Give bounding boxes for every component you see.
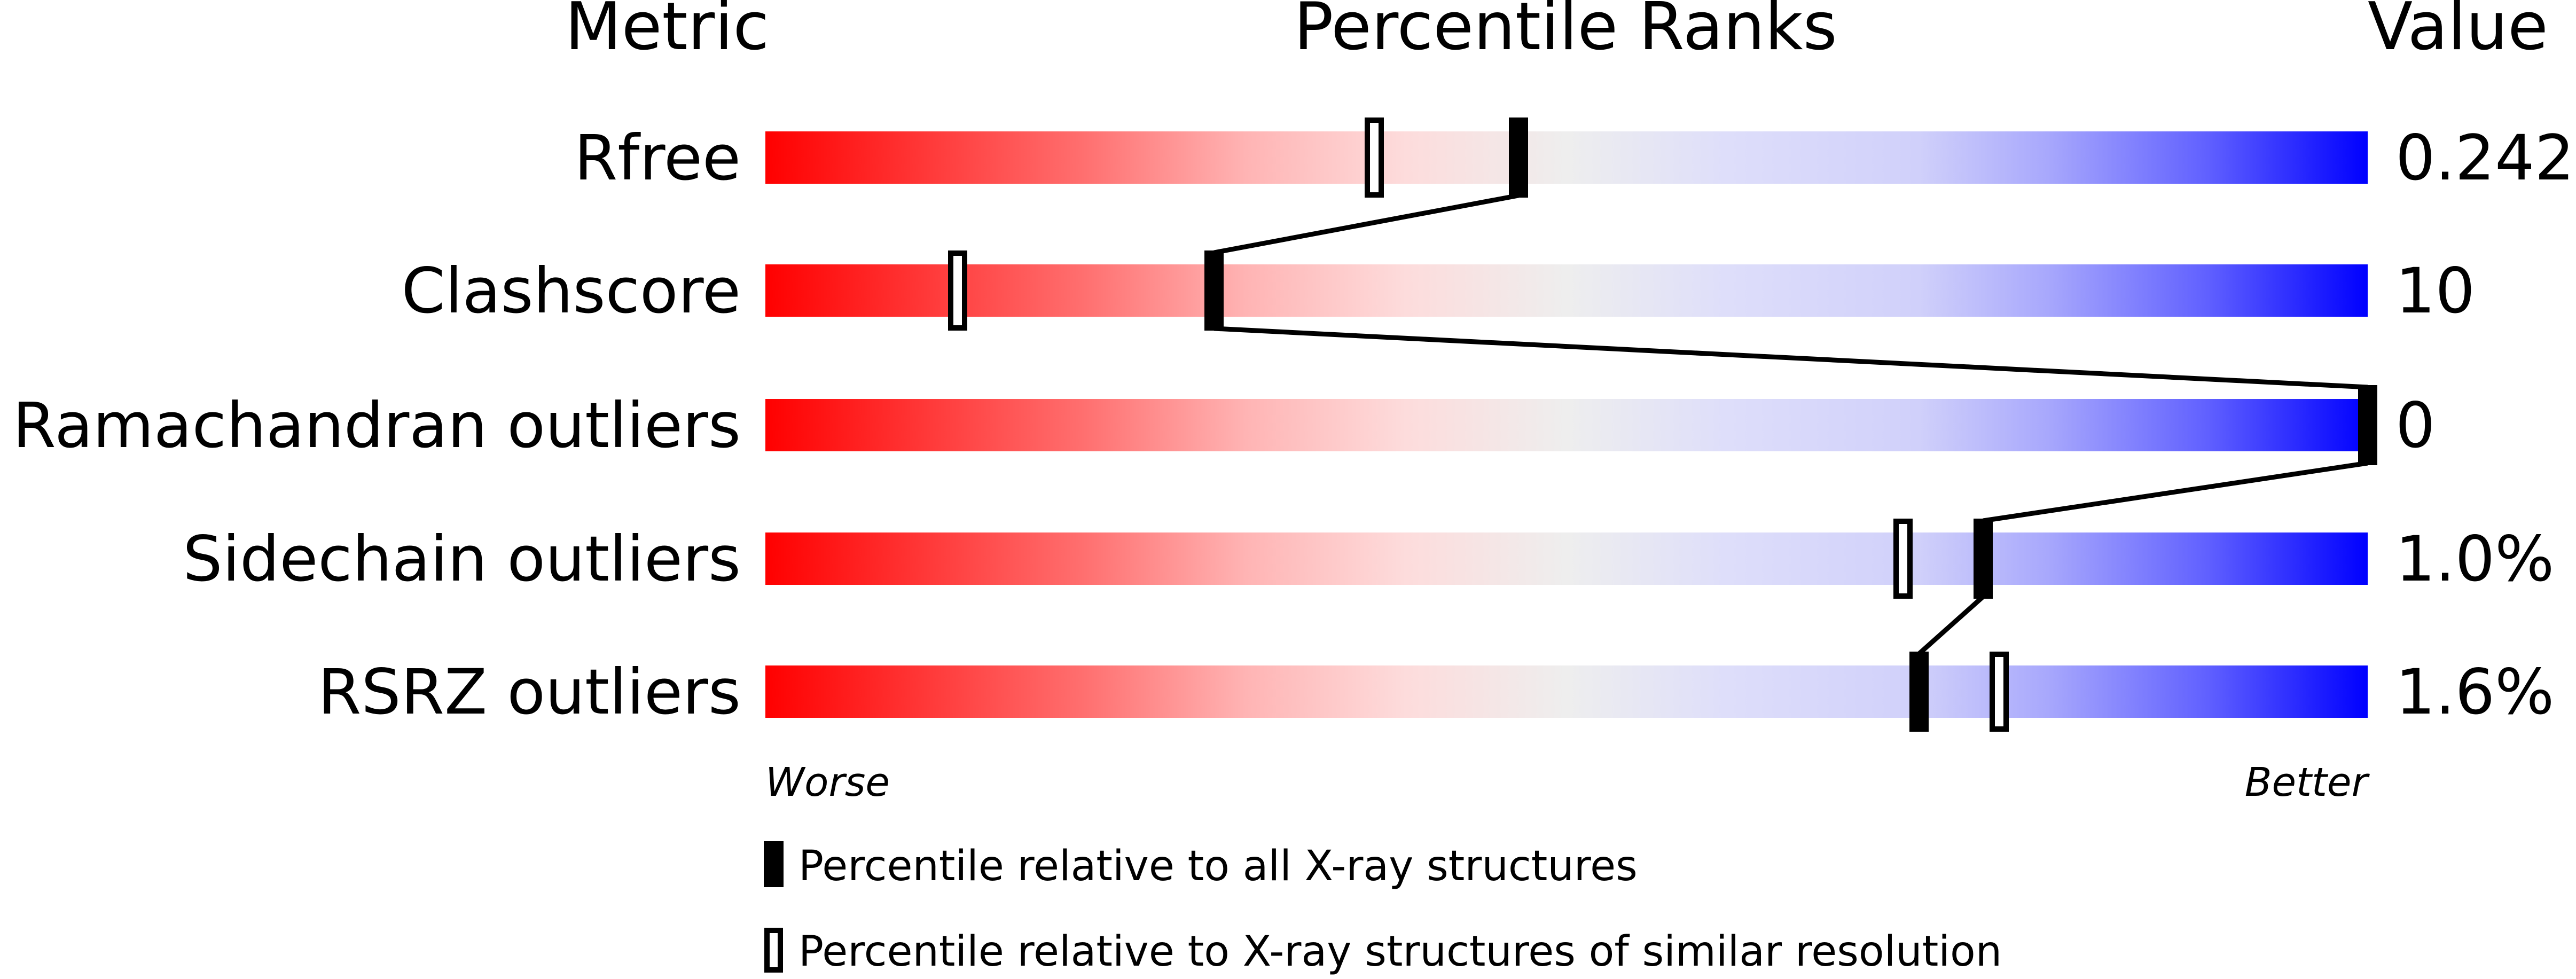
marker-all-structures: [1204, 250, 1224, 331]
axis-label-worse: Worse: [765, 759, 890, 805]
header-value: Value: [2368, 0, 2548, 65]
metric-label: Sidechain outliers: [183, 522, 741, 596]
metric-value: 1.6%: [2395, 655, 2554, 729]
header-metric: Metric: [565, 0, 769, 65]
connector-line: [1213, 326, 2368, 390]
marker-similar-resolution: [1365, 118, 1384, 198]
header-percentile-ranks: Percentile Ranks: [1294, 0, 1837, 65]
legend-label-similar: Percentile relative to X-ray structures …: [798, 928, 2002, 976]
metric-value: 10: [2395, 254, 2475, 327]
connector-line: [1983, 460, 2368, 523]
metric-value: 1.0%: [2395, 522, 2554, 596]
marker-all-structures: [1909, 652, 1929, 732]
metric-label: RSRZ outliers: [318, 655, 741, 729]
percentile-bar: [765, 131, 2368, 184]
metric-row: Rfree 0.242: [574, 118, 2574, 198]
percentile-bar: [765, 665, 2368, 718]
legend-filled-marker: [764, 841, 784, 887]
metric-label: Ramachandran outliers: [13, 389, 741, 462]
legend-hollow-marker: [764, 928, 783, 973]
metric-row: RSRZ outliers 1.6%: [318, 652, 2554, 732]
metric-row: Ramachandran outliers 0: [13, 385, 2435, 465]
metric-row: Sidechain outliers 1.0%: [183, 519, 2554, 599]
metric-label: Rfree: [574, 121, 741, 194]
percentile-bar: [765, 399, 2368, 451]
axis-label-better: Better: [2245, 759, 2370, 805]
metric-value: 0: [2395, 389, 2435, 462]
metric-label: Clashscore: [402, 254, 741, 327]
percentile-bar: [765, 532, 2368, 585]
marker-all-structures: [1974, 519, 1993, 599]
marker-all-structures: [2358, 385, 2377, 465]
metric-row: Clashscore 10: [402, 250, 2475, 331]
marker-similar-resolution: [1990, 652, 2009, 732]
connector-line: [1213, 193, 1519, 255]
marker-similar-resolution: [948, 250, 967, 331]
connector-line: [1917, 594, 1985, 656]
marker-all-structures: [1509, 118, 1528, 198]
marker-similar-resolution: [1893, 519, 1913, 599]
legend-label-all: Percentile relative to all X-ray structu…: [798, 842, 1638, 890]
metric-value: 0.242: [2395, 121, 2574, 194]
percentile-bar: [765, 264, 2368, 317]
